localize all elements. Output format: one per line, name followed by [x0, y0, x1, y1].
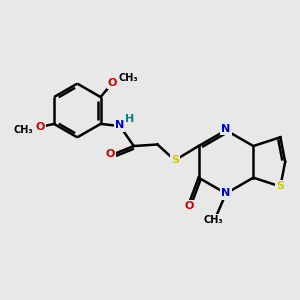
Text: N: N	[221, 188, 231, 199]
Text: O: O	[108, 78, 117, 88]
Text: N: N	[221, 124, 231, 134]
Text: O: O	[184, 201, 194, 211]
Text: CH₃: CH₃	[14, 125, 33, 135]
Text: CH₃: CH₃	[118, 73, 138, 83]
Text: CH₃: CH₃	[203, 215, 223, 225]
Text: S: S	[171, 155, 179, 165]
Text: S: S	[276, 182, 284, 191]
Text: N: N	[115, 121, 124, 130]
Text: H: H	[125, 113, 134, 124]
Text: O: O	[35, 122, 44, 132]
Text: O: O	[106, 149, 115, 159]
